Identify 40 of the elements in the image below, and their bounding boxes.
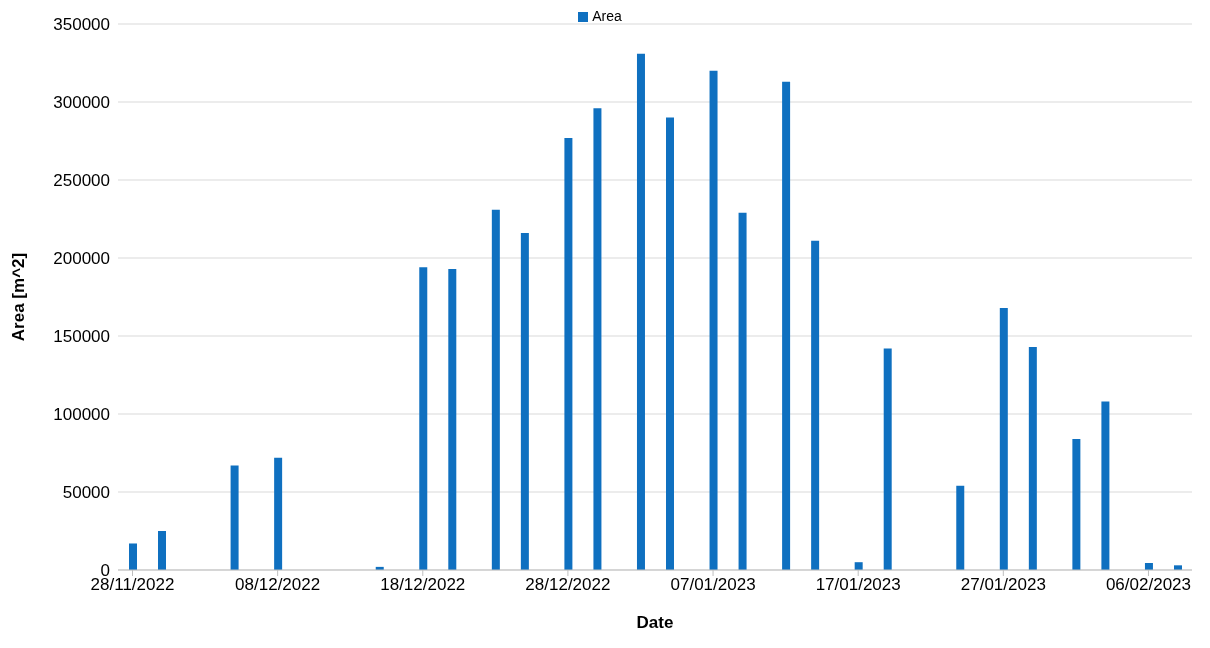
bar [1072,438,1081,570]
bar [636,53,645,570]
y-tick-label: 250000 [53,171,110,191]
bar [854,562,863,570]
bar [883,348,892,570]
bar [230,465,239,570]
bar [158,531,167,570]
x-axis-title: Date [636,613,674,632]
bar [520,233,529,570]
bar [782,81,791,570]
bar [491,209,500,570]
y-tick-label: 350000 [53,15,110,35]
bar [738,212,747,570]
x-tick-label: 06/02/2023 [1105,575,1192,595]
bar [419,267,428,570]
bar [709,70,718,570]
x-tick-label: 18/12/2022 [380,575,466,595]
y-tick-label: 300000 [53,93,110,113]
bar [593,108,602,570]
bar [564,137,573,570]
x-tick-label: 07/01/2023 [670,575,756,595]
bar [1101,401,1110,570]
bar [129,543,137,570]
y-tick-label: 150000 [53,327,110,347]
x-tick-label: 17/01/2023 [815,575,901,595]
y-tick-label: 200000 [53,249,110,269]
y-axis-title: Area [m^2] [9,252,29,342]
y-tick-label: 50000 [62,483,110,503]
bar [1028,346,1037,570]
x-tick-label: 27/01/2023 [960,575,1046,595]
bar [999,307,1008,570]
bar [811,240,820,570]
y-tick-label: 100000 [53,405,110,425]
bar [956,485,965,570]
x-tick-label: 28/12/2022 [525,575,611,595]
bar [448,268,457,570]
legend-label: Area [592,8,622,24]
bar [666,117,674,570]
bar [274,457,283,570]
x-tick-label: 08/12/2022 [235,575,321,595]
